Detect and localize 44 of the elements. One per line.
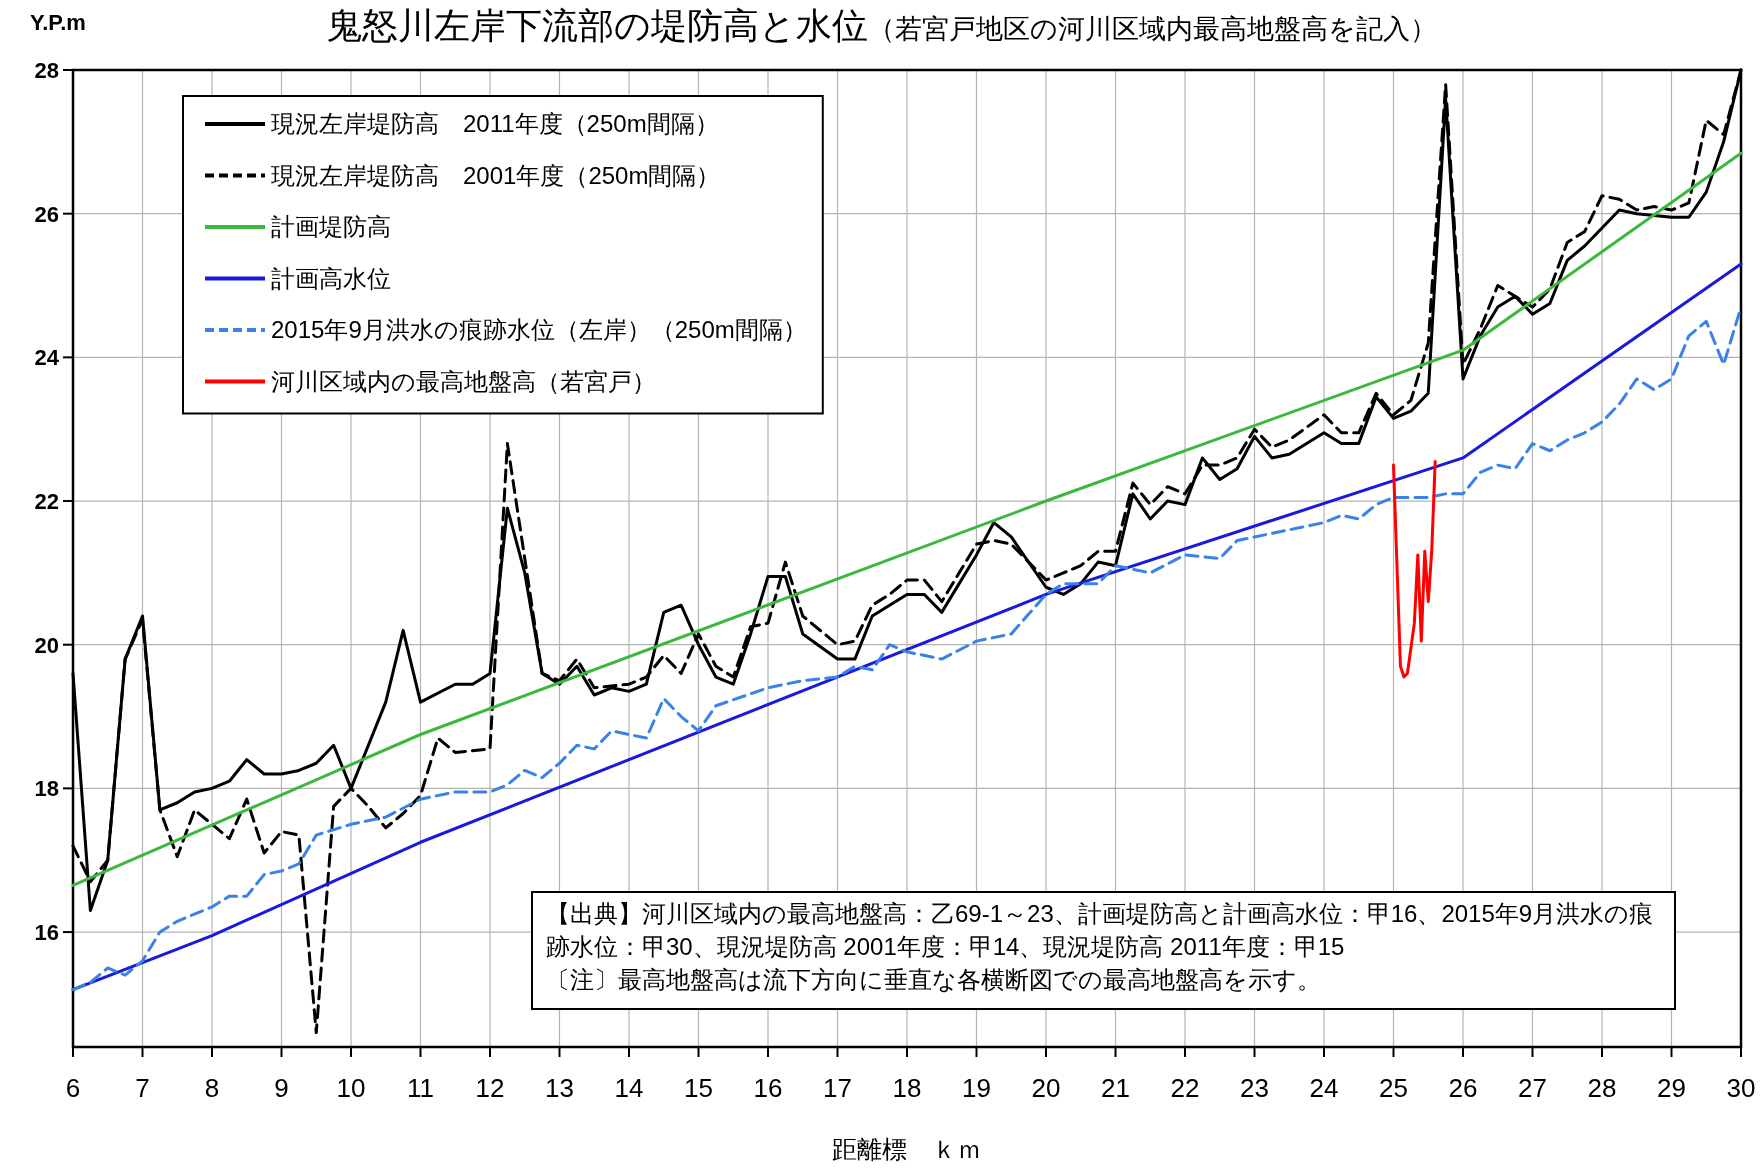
legend-label: 計画高水位 [271, 264, 391, 292]
legend-label: 2015年9月洪水の痕跡水位（左岸）（250m間隔） [271, 316, 807, 343]
annotation: 〔注〕最高地盤高は流下方向に垂直な各横断図での最高地盤高を示す。 [546, 966, 1321, 993]
legend-label: 河川区域内の最高地盤高（若宮戸） [271, 367, 656, 395]
x-tick-label: 15 [684, 1073, 713, 1103]
legend-label: 現況左岸堤防高 2011年度（250m間隔） [271, 110, 719, 137]
y-tick-label: 18 [34, 776, 59, 802]
x-tick-label: 20 [1031, 1073, 1061, 1103]
y-tick-label: 20 [34, 632, 59, 658]
x-tick-label: 17 [823, 1073, 852, 1103]
x-tick-label: 21 [1101, 1073, 1130, 1103]
x-tick-label: 10 [336, 1073, 366, 1103]
y-tick-label: 24 [34, 345, 60, 371]
x-tick-label: 29 [1657, 1073, 1686, 1103]
x-tick-label: 7 [135, 1073, 150, 1103]
x-tick-label: 9 [274, 1073, 289, 1103]
chart-title: 鬼怒川左岸下流部の堤防高と水位 [325, 5, 868, 46]
x-tick-label: 23 [1240, 1073, 1269, 1103]
x-tick-label: 28 [1587, 1073, 1617, 1103]
y-tick-label: 26 [34, 201, 59, 227]
x-tick-label: 25 [1379, 1073, 1408, 1103]
chart-subtitle: （若宮戸地区の河川区域内最高地盤高を記入） [867, 14, 1437, 44]
y-axis-title: Y.P.m [30, 10, 86, 35]
x-tick-label: 8 [204, 1073, 220, 1103]
x-tick-label: 14 [614, 1073, 644, 1103]
x-tick-label: 30 [1726, 1073, 1756, 1103]
x-tick-label: 13 [545, 1073, 574, 1103]
y-tick-label: 28 [34, 58, 59, 83]
x-axis-title: 距離標 ｋｍ [832, 1135, 982, 1163]
x-tick-label: 12 [475, 1073, 505, 1103]
x-tick-label: 18 [892, 1073, 922, 1103]
x-tick-label: 26 [1448, 1073, 1478, 1103]
legend-label: 現況左岸堤防高 2001年度（250m間隔） [271, 161, 721, 189]
x-tick-label: 24 [1309, 1073, 1339, 1103]
x-tick-label: 16 [753, 1073, 783, 1103]
x-tick-label: 27 [1518, 1073, 1547, 1103]
x-tick-label: 19 [962, 1073, 991, 1103]
x-tick-label: 11 [407, 1073, 434, 1103]
x-tick-label: 22 [1170, 1073, 1200, 1103]
annotation: 【出典】河川区域内の最高地盤高：乙69-1～23、計画堤防高と計画高水位：甲16、2015年9月洪水の痕跡水位：甲30、現況堤防高 2001年度：甲14、現況堤防高 2011年度：甲15 [546, 900, 1654, 960]
legend-label: 計画堤防高 [271, 213, 391, 240]
x-tick-label: 6 [65, 1073, 81, 1103]
y-tick-label: 22 [34, 489, 59, 515]
y-tick-label: 16 [34, 920, 59, 946]
